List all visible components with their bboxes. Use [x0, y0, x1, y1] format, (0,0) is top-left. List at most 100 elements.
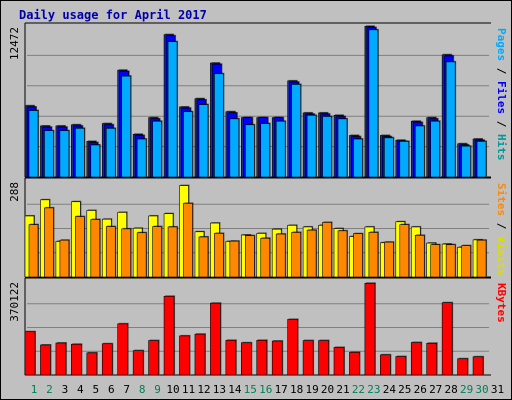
x-tick-label: 13 — [213, 383, 226, 396]
x-tick-label: 28 — [445, 383, 458, 396]
bar-kbytes — [426, 342, 438, 376]
bar-kbytes — [349, 352, 360, 376]
x-tick-label: 19 — [305, 383, 318, 396]
x-tick-label: 3 — [62, 383, 69, 396]
bar-sites — [59, 239, 70, 278]
bar-kbytes — [210, 302, 221, 376]
bar-pages — [445, 61, 456, 178]
bar-pages — [291, 84, 301, 178]
bar-sites — [75, 216, 85, 278]
bar-kbytes — [380, 354, 391, 376]
bar-pages — [476, 141, 487, 178]
bar-kbytes — [333, 347, 345, 376]
bar-pages — [353, 138, 363, 178]
x-tick-label: 21 — [336, 383, 349, 396]
x-tick-label: 1 — [31, 383, 38, 396]
bar-kbytes — [55, 342, 67, 376]
bar-sites — [430, 244, 441, 278]
x-tick-label: 24 — [383, 383, 397, 396]
bar-pages — [368, 29, 379, 178]
bar-sites — [198, 236, 209, 278]
bar-kbytes — [24, 331, 36, 376]
bar-pages — [461, 145, 471, 178]
bar-pages — [245, 124, 255, 178]
bar-kbytes — [148, 340, 159, 376]
x-tick-label: 15 — [244, 383, 257, 396]
bar-kbytes — [364, 282, 376, 376]
bar-pages — [384, 137, 394, 178]
bar-pages — [90, 144, 101, 178]
bar-kbytes — [410, 342, 422, 376]
legend-labels: Pages / Files / Hits — [495, 28, 508, 161]
bar-pages — [152, 120, 162, 178]
bar-sites — [275, 233, 286, 278]
bar-sites — [399, 224, 410, 278]
max-label: 370122 — [8, 282, 21, 322]
bar-kbytes — [40, 344, 51, 376]
max-label: 288 — [8, 182, 21, 202]
bar-pages — [430, 120, 441, 178]
panel-kbytes: 370122 KBytes — [8, 277, 508, 376]
x-tick-label: 8 — [139, 383, 146, 396]
bar-sites — [368, 232, 379, 278]
bar-kbytes — [287, 319, 298, 376]
bar-sites — [229, 240, 240, 278]
bar-kbytes — [163, 296, 175, 376]
bar-kbytes — [241, 342, 252, 376]
bar-kbytes — [132, 350, 144, 376]
bar-sites — [445, 244, 456, 278]
legend-labels: KBytes — [495, 283, 508, 323]
legend-labels: Sites / Visits — [495, 183, 508, 276]
bar-sites — [461, 245, 471, 278]
bar-kbytes — [256, 340, 268, 376]
bar-sites — [306, 229, 317, 278]
bar-kbytes — [302, 340, 314, 376]
bar-pages — [337, 118, 348, 178]
x-tick-label: 14 — [228, 383, 242, 396]
bar-kbytes — [101, 343, 113, 376]
bar-pages — [183, 111, 193, 178]
bar-kbytes — [117, 323, 128, 376]
bar-kbytes — [71, 343, 82, 376]
bar-sites — [183, 203, 193, 278]
x-tick-label: 10 — [166, 383, 179, 396]
legend-label-files: Files — [495, 81, 508, 114]
x-tick-label: 22 — [352, 383, 365, 396]
bar-pages — [59, 130, 70, 178]
x-tick-label: 29 — [460, 383, 473, 396]
chart-title: Daily usage for April 2017 — [19, 8, 207, 22]
x-tick-label: 25 — [398, 383, 411, 396]
bar-kbytes — [225, 340, 237, 376]
bar-sites — [291, 232, 301, 278]
bar-pages — [214, 73, 224, 178]
bar-sites — [353, 233, 363, 278]
bar-pages — [167, 41, 178, 178]
bar-sites — [245, 235, 255, 278]
bar-sites — [105, 226, 116, 278]
bar-pages — [399, 141, 410, 178]
x-tick-label: 4 — [77, 383, 84, 396]
legend-label-kbytes: KBytes — [495, 283, 508, 323]
bar-kbytes — [441, 302, 453, 376]
bar-kbytes — [86, 352, 98, 376]
bar-sites — [476, 239, 487, 278]
panel-pages-files-hits: 12472 Pages / Files / Hits — [8, 22, 508, 178]
x-tick-label: 6 — [108, 383, 115, 396]
x-tick-label: 2 — [46, 383, 53, 396]
bar-kbytes — [457, 358, 468, 376]
x-tick-label: 30 — [475, 383, 488, 396]
bar-pages — [198, 104, 209, 178]
bar-sites — [28, 224, 39, 278]
x-tick-label: 23 — [367, 383, 380, 396]
bar-sites — [167, 226, 178, 278]
max-label: 12472 — [8, 27, 21, 60]
bar-pages — [136, 138, 147, 178]
bar-sites — [337, 230, 348, 278]
bar-sites — [214, 233, 224, 278]
x-axis: 1 2 3 4 5 6 7 8 9 10 11 12 13 14 15 16 17 18 19 20 21 22 23 24 2… — [31, 383, 504, 396]
bar-pages — [260, 123, 271, 178]
bar-sites — [152, 226, 162, 278]
panel-visits-sites: 288 Sites / Visits — [8, 177, 508, 278]
bar-pages — [105, 128, 116, 178]
